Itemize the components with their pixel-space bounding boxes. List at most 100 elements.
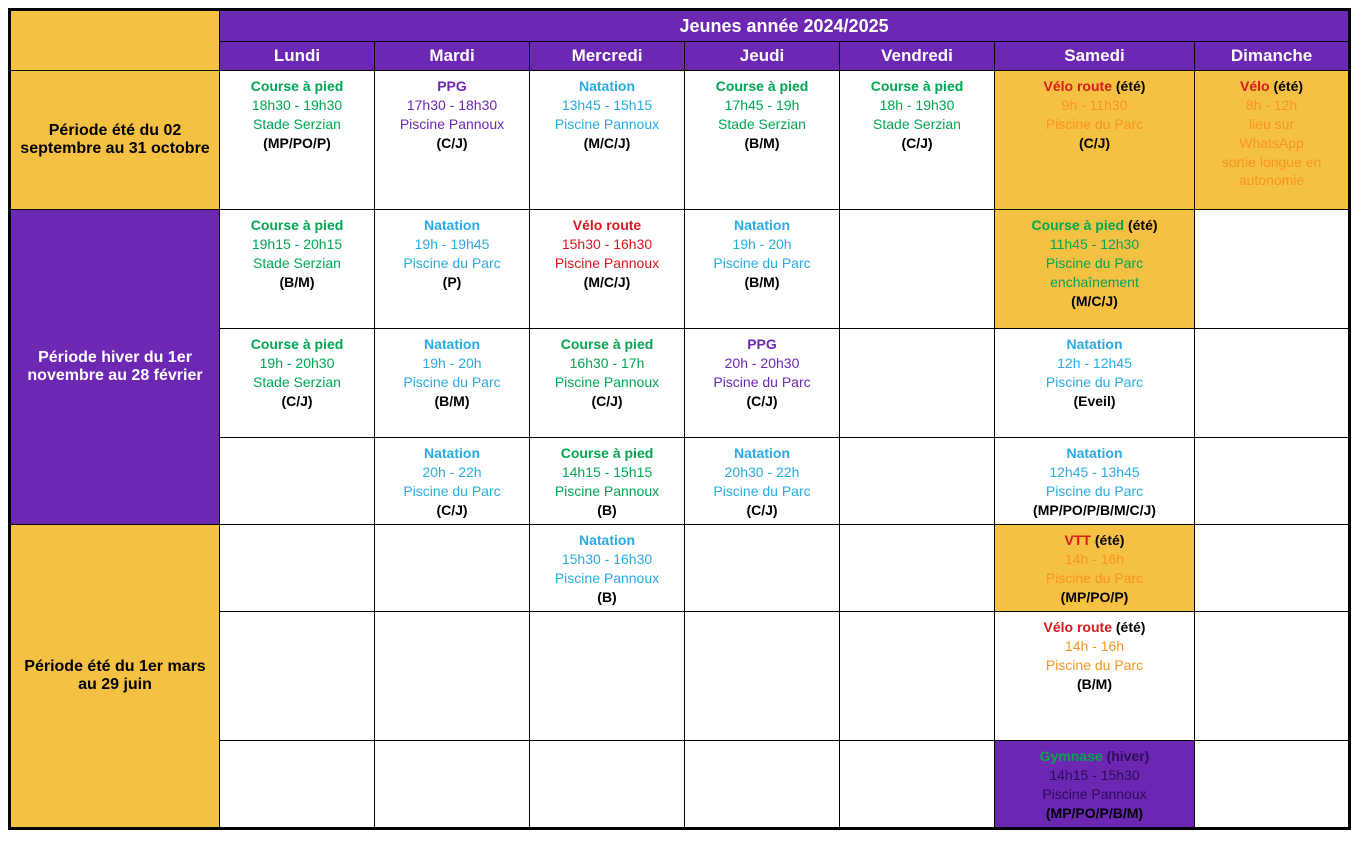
activity-place: Piscine du Parc <box>1046 570 1143 586</box>
activity-title: Natation <box>734 217 790 233</box>
activity-time: 12h - 12h45 <box>1057 355 1132 371</box>
activity-title: Natation <box>734 445 790 461</box>
schedule-cell: Course à pied18h30 - 19h30Stade Serzian(… <box>220 71 375 210</box>
schedule-cell: Vélo route (été)9h - 11h30Piscine du Par… <box>995 71 1195 210</box>
activity-title: Gymnase <box>1040 748 1103 764</box>
day-header: Samedi <box>995 42 1195 71</box>
schedule-cell: VTT (été)14h - 16hPiscine du Parc(MP/PO/… <box>995 525 1195 612</box>
schedule-cell: Natation19h - 19h45Piscine du Parc(P) <box>375 210 530 329</box>
activity-categories: (B/M) <box>745 274 780 290</box>
schedule-table: Jeunes année 2024/2025LundiMardiMercredi… <box>8 8 1351 830</box>
activity-title: PPG <box>747 336 777 352</box>
season-label: (été) <box>1273 78 1303 94</box>
activity-categories: (B/M) <box>435 393 470 409</box>
activity-time: 15h30 - 16h30 <box>562 551 652 567</box>
activity-title: Natation <box>579 532 635 548</box>
day-header: Mardi <box>375 42 530 71</box>
schedule-cell: Gymnase (hiver)14h15 - 15h30Piscine Pann… <box>995 741 1195 829</box>
activity-time: 19h - 20h <box>422 355 481 371</box>
schedule-cell <box>220 525 375 612</box>
schedule-cell: Natation 12h - 12h45 Piscine du Parc (Eveil… <box>995 329 1195 438</box>
schedule-cell <box>840 741 995 829</box>
schedule-cell <box>1195 210 1350 329</box>
schedule-cell <box>840 438 995 525</box>
activity-categories: (C/J) <box>436 135 467 151</box>
schedule-cell <box>1195 741 1350 829</box>
activity-place: Piscine du Parc <box>403 483 500 499</box>
schedule-cell <box>1195 612 1350 741</box>
schedule-cell: PPG 17h30 - 18h30 Piscine Pannoux (C/J) <box>375 71 530 210</box>
schedule-cell <box>220 612 375 741</box>
activity-place: Stade Serzian <box>873 116 961 132</box>
day-header: Mercredi <box>530 42 685 71</box>
activity-title: Natation <box>424 217 480 233</box>
activity-place: Stade Serzian <box>253 374 341 390</box>
activity-place: Piscine Pannoux <box>400 116 504 132</box>
activity-place: Piscine du Parc <box>403 255 500 271</box>
activity-time: 19h - 20h <box>732 236 791 252</box>
schedule-cell <box>840 329 995 438</box>
activity-place: Stade Serzian <box>253 116 341 132</box>
schedule-cell <box>685 741 840 829</box>
activity-time: 17h30 - 18h30 <box>407 97 497 113</box>
activity-title: Course à pied <box>1031 217 1124 233</box>
activity-categories: (MP/PO/P/B/M/C/J) <box>1033 502 1156 518</box>
activity-title: Course à pied <box>251 336 344 352</box>
activity-place: Piscine du Parc <box>1046 483 1143 499</box>
schedule-cell <box>685 525 840 612</box>
activity-time: 19h - 20h30 <box>260 355 335 371</box>
activity-title: Vélo route <box>1044 78 1112 94</box>
activity-title: Natation <box>579 78 635 94</box>
activity-categories: (C/J) <box>436 502 467 518</box>
activity-place: Piscine du Parc <box>1046 374 1143 390</box>
day-header: Lundi <box>220 42 375 71</box>
activity-categories: (C/J) <box>281 393 312 409</box>
schedule-cell: Course à pied17h45 - 19hStade Serzian(B/… <box>685 71 840 210</box>
activity-place: Piscine Pannoux <box>1042 786 1146 802</box>
activity-place: Stade Serzian <box>253 255 341 271</box>
schedule-cell: Course à pied14h15 - 15h15Piscine Pannou… <box>530 438 685 525</box>
activity-categories: (M/C/J) <box>584 135 631 151</box>
activity-time: 14h - 16h <box>1065 638 1124 654</box>
schedule-cell: Natation12h45 - 13h45Piscine du Parc(MP/… <box>995 438 1195 525</box>
activity-title: Natation <box>1067 336 1123 352</box>
season-label: (été) <box>1095 532 1125 548</box>
activity-categories: (P) <box>443 274 462 290</box>
activity-time: 8h - 12h <box>1246 97 1297 113</box>
schedule-cell: Course à pied18h - 19h30Stade Serzian(C/… <box>840 71 995 210</box>
schedule-cell: Course à pied16h30 - 17hPiscine Pannoux(… <box>530 329 685 438</box>
activity-categories: (Eveil) <box>1073 393 1115 409</box>
schedule-cell: Natation20h - 22hPiscine du Parc(C/J) <box>375 438 530 525</box>
schedule-cell: Natation20h30 - 22hPiscine du Parc(C/J) <box>685 438 840 525</box>
schedule-cell: Vélo route15h30 - 16h30Piscine Pannoux(M… <box>530 210 685 329</box>
schedule-cell <box>220 741 375 829</box>
activity-time: 20h - 22h <box>422 464 481 480</box>
activity-title: Course à pied <box>561 336 654 352</box>
main-header: Jeunes année 2024/2025 <box>220 10 1350 42</box>
activity-title: Natation <box>1067 445 1123 461</box>
schedule-cell: Natation13h45 - 15h15Piscine Pannoux(M/C… <box>530 71 685 210</box>
activity-place: Piscine Pannoux <box>555 255 659 271</box>
activity-time: 16h30 - 17h <box>570 355 645 371</box>
activity-categories: (B/M) <box>280 274 315 290</box>
activity-place: Stade Serzian <box>718 116 806 132</box>
schedule-cell: Vélo route (été)14h - 16hPiscine du Parc… <box>995 612 1195 741</box>
schedule-cell: PPG20h - 20h30Piscine du Parc(C/J) <box>685 329 840 438</box>
activity-time: 15h30 - 16h30 <box>562 236 652 252</box>
activity-place: Piscine du Parc <box>1046 255 1143 271</box>
schedule-cell <box>840 612 995 741</box>
activity-title: PPG <box>437 78 467 94</box>
activity-title: Course à pied <box>561 445 654 461</box>
activity-place: Piscine Pannoux <box>555 570 659 586</box>
day-header: Dimanche <box>1195 42 1350 71</box>
schedule-cell <box>1195 438 1350 525</box>
activity-title: Course à pied <box>251 78 344 94</box>
activity-time: 14h - 16h <box>1065 551 1124 567</box>
schedule-cell <box>220 438 375 525</box>
activity-title: VTT <box>1065 532 1091 548</box>
activity-categories: (B) <box>597 589 616 605</box>
activity-place: Piscine Pannoux <box>555 374 659 390</box>
period-label: Période été du 02 septembre au 31 octobr… <box>10 71 220 210</box>
activity-title: Vélo <box>1240 78 1270 94</box>
activity-note: lieu surWhatsAppsortie longue en autonom… <box>1222 116 1322 189</box>
